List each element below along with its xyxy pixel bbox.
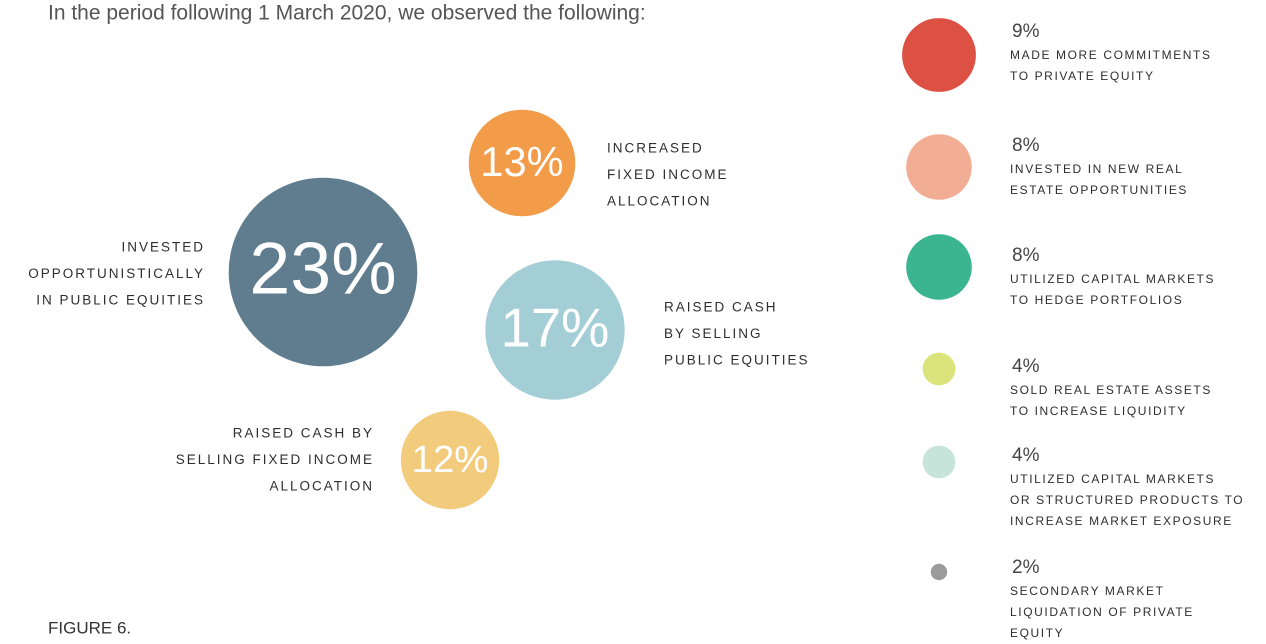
bubble-caption: ALLOCATION: [607, 194, 712, 209]
bubble-value: 4%: [1012, 356, 1040, 377]
bubble: [906, 134, 972, 200]
bubble-value: 9%: [1012, 21, 1040, 42]
bubble-caption: INCREASE MARKET EXPOSURE: [1010, 514, 1233, 528]
intro: In the period following 1 March 2020, we…: [48, 2, 646, 25]
bubble-value: 12%: [412, 438, 489, 481]
bubble: [922, 445, 956, 479]
bubble-value: 17%: [501, 297, 610, 358]
bubble-caption: FIXED INCOME: [607, 167, 729, 182]
bubble-caption: UTILIZED CAPITAL MARKETS: [1010, 272, 1215, 286]
bubble-value: 2%: [1012, 557, 1040, 578]
bubble-caption: ESTATE OPPORTUNITIES: [1010, 183, 1188, 197]
bubble-caption: SELLING FIXED INCOME: [176, 452, 374, 467]
bubble: [906, 234, 972, 300]
bubble-caption: SECONDARY MARKET: [1010, 584, 1165, 598]
bubble: [930, 563, 948, 581]
bubble: [228, 177, 418, 367]
bubble: [468, 109, 576, 217]
bubble-caption: MADE MORE COMMITMENTS: [1010, 48, 1212, 62]
bubble-caption: TO PRIVATE EQUITY: [1010, 69, 1155, 83]
bubble-caption: LIQUIDATION OF PRIVATE: [1010, 605, 1194, 619]
figure-label: FIGURE 6.: [48, 618, 131, 637]
bubble-value: 13%: [480, 138, 563, 185]
bubble: [902, 18, 976, 92]
bubble-caption: IN PUBLIC EQUITIES: [36, 293, 205, 308]
bubble-value: 4%: [1012, 445, 1040, 466]
bubble-caption: OR STRUCTURED PRODUCTS TO: [1010, 493, 1244, 507]
bubble-caption: RAISED CASH: [664, 300, 778, 315]
bubble-caption: BY SELLING: [664, 326, 763, 341]
bubble-value: 23%: [249, 226, 396, 309]
bubble-caption: PUBLIC EQUITIES: [664, 353, 810, 368]
bubble-caption: RAISED CASH BY: [233, 426, 374, 441]
bubble-caption: INCREASED: [607, 141, 704, 156]
bubble-caption: OPPORTUNISTICALLY: [28, 266, 205, 281]
bubble-caption: TO HEDGE PORTFOLIOS: [1010, 293, 1183, 307]
bubble-caption: INVESTED IN NEW REAL: [1010, 162, 1183, 176]
bubble-caption: UTILIZED CAPITAL MARKETS: [1010, 472, 1215, 486]
bubble: [400, 410, 500, 510]
bubble: [922, 352, 956, 386]
bubble-caption: INVESTED: [121, 240, 205, 255]
bubble-caption: TO INCREASE LIQUIDITY: [1010, 404, 1187, 418]
bubble-caption: EQUITY: [1010, 626, 1064, 640]
bubble-value: 8%: [1012, 135, 1040, 156]
bubble-caption: SOLD REAL ESTATE ASSETS: [1010, 383, 1212, 397]
bubble-caption: ALLOCATION: [269, 479, 374, 494]
bubble: [485, 260, 625, 400]
bubble-value: 8%: [1012, 245, 1040, 266]
